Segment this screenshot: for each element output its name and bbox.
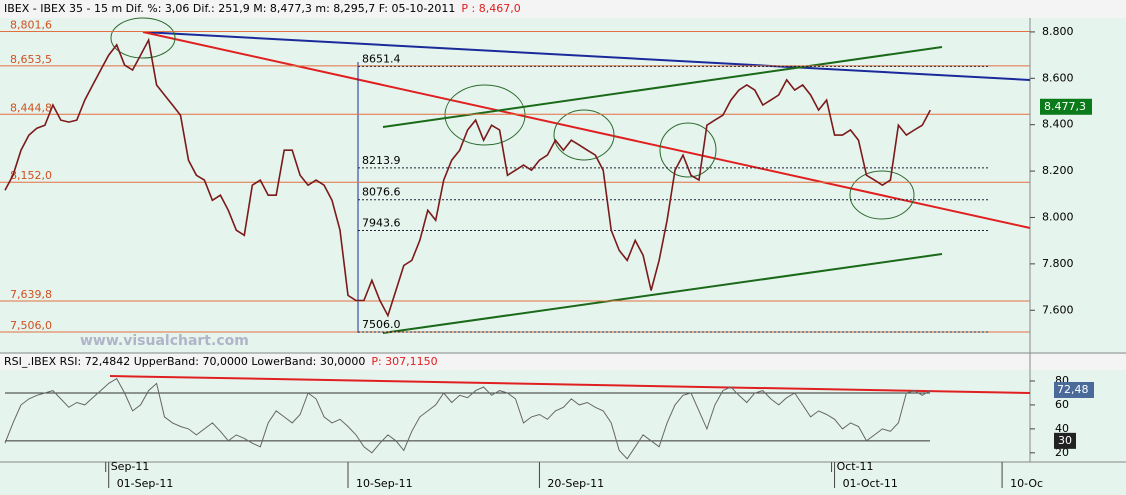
x-tick-label: 01-Sep-11 [117, 477, 174, 490]
ellipse [444, 84, 526, 146]
level-label: 7,639,8 [10, 288, 52, 301]
channel-line [382, 253, 943, 334]
panel-title: IBEX - IBEX 35 - 15 m Dif. %: 3,06 Dif.:… [4, 2, 455, 15]
y-tick-label: 7.600 [1042, 303, 1074, 316]
trend-line [142, 31, 1031, 81]
ellipse [659, 122, 717, 178]
x-tick-label: 10-Oc [1010, 477, 1043, 490]
series-line [4, 37, 932, 318]
watermark: www.visualchart.com [80, 333, 249, 349]
ellipse [849, 170, 915, 220]
y-tick-label: 7.800 [1042, 257, 1074, 270]
panel-title: RSI_.IBEX RSI: 72,4842 UpperBand: 70,000… [4, 355, 365, 368]
level-label: 8,653,5 [10, 53, 52, 66]
retracement-label: 8076.6 [362, 186, 401, 199]
x-tick-label: 01-Oct-11 [843, 477, 898, 490]
panel-title-price: P: 307,1150 [371, 355, 437, 368]
last-value-label: 8.477,3 [1044, 100, 1086, 113]
level-label: 8,444,8 [10, 101, 52, 114]
retracement-label: 8213.9 [362, 154, 401, 167]
level-label: 8,801,6 [10, 19, 52, 32]
y-tick-label: 40 [1055, 422, 1069, 435]
series-line [4, 377, 931, 460]
channel-line [382, 46, 943, 128]
header-bar [0, 0, 1126, 18]
trend-line [142, 31, 1031, 229]
retracement-label: 7943.6 [362, 217, 401, 230]
last-value-box [1054, 381, 1094, 398]
last-value-box [1040, 98, 1092, 115]
ellipse [110, 17, 176, 59]
band-value-label: 30 [1058, 434, 1072, 447]
retracement-label: 7506.0 [362, 318, 401, 331]
highlight-circles [110, 17, 915, 220]
y-tick-label: 60 [1055, 398, 1069, 411]
month-label: Oct-11 [837, 460, 874, 473]
x-tick-label: 20-Sep-11 [547, 477, 604, 490]
level-label: 8,152,0 [10, 169, 52, 182]
y-tick-label: 20 [1055, 446, 1069, 459]
ellipse [553, 109, 615, 161]
x-tick-label: 10-Sep-11 [356, 477, 413, 490]
panel-title-price: P : 8,467,0 [461, 2, 520, 15]
month-label: Sep-11 [111, 460, 150, 473]
last-value-label: 72,48 [1057, 383, 1089, 396]
retracement-label: 8651.4 [362, 52, 401, 65]
band-value-box [1054, 432, 1076, 449]
level-label: 7,506,0 [10, 319, 52, 332]
y-tick-label: 8.400 [1042, 118, 1074, 131]
y-tick-label: 8.000 [1042, 210, 1074, 223]
rsi-header-bar [0, 354, 1126, 370]
y-tick-label: 8.200 [1042, 164, 1074, 177]
rsi-trend-line [109, 375, 1031, 394]
y-tick-label: 8.600 [1042, 71, 1074, 84]
y-tick-label: 8.800 [1042, 25, 1074, 38]
